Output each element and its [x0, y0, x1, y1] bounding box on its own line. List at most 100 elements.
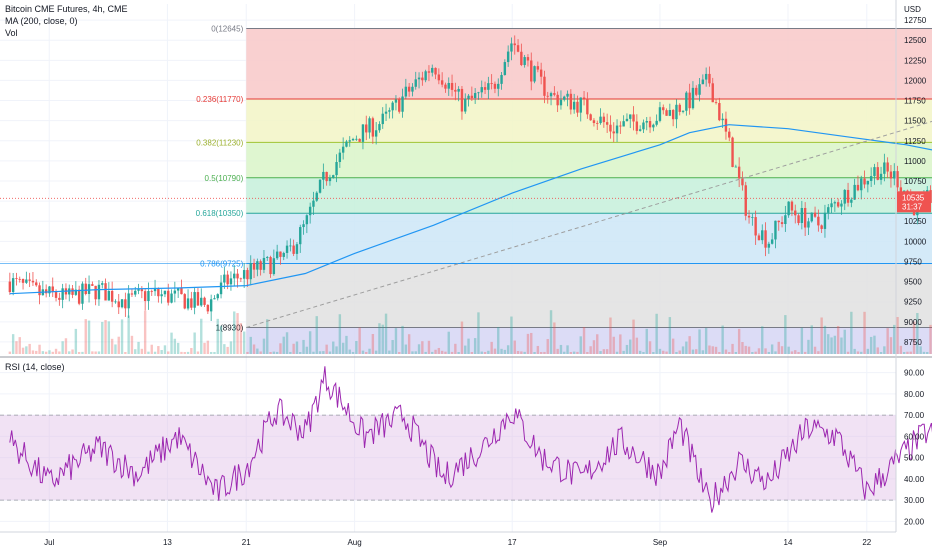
volume-bar: [110, 338, 114, 354]
candle-body: [427, 71, 431, 73]
candle-body: [566, 93, 569, 97]
volume-bar: [421, 341, 424, 354]
candle-body: [398, 99, 401, 112]
candle-body: [718, 103, 721, 121]
volume-bar: [176, 342, 180, 354]
volume-bar: [662, 350, 665, 354]
volume-bar: [889, 337, 893, 354]
volume-bar: [790, 351, 794, 354]
candle-body: [18, 278, 21, 280]
candle-body: [635, 121, 639, 131]
volume-bar: [229, 341, 233, 354]
candle-body: [899, 187, 903, 192]
volume-bar: [731, 343, 734, 354]
candle-body: [282, 252, 285, 257]
candle-body: [173, 290, 177, 294]
candle-body: [414, 79, 417, 87]
candle-body: [856, 184, 860, 191]
volume-bar: [576, 351, 579, 354]
candle-body: [843, 189, 846, 204]
volume-bar: [71, 349, 74, 354]
volume-bar: [417, 344, 421, 354]
price-tick-label: 10000: [904, 237, 927, 246]
volume-bar: [893, 324, 896, 354]
volume-bar: [318, 351, 322, 354]
volume-bar: [457, 351, 460, 354]
ma-legend[interactable]: MA (200, close, 0): [5, 16, 78, 26]
fibonacci-retracement[interactable]: 0(12645) 0.236(11770) 0.382(11230) 0.5(1079…: [0, 25, 932, 354]
fib-level-label: 0.618(10350): [196, 209, 244, 218]
volume-bar: [761, 326, 764, 354]
candle-body: [632, 114, 635, 122]
volume-bar: [427, 340, 431, 354]
candle-body: [176, 288, 180, 291]
volume-bar: [863, 311, 866, 354]
candle-body: [586, 98, 589, 115]
candle-body: [226, 274, 229, 285]
candle-body: [638, 129, 642, 131]
volume-bar: [530, 332, 533, 354]
volume-bar: [424, 351, 427, 354]
volume-bar: [665, 351, 668, 354]
candle-body: [655, 120, 658, 125]
candle-body: [665, 110, 668, 116]
volume-bar: [612, 336, 615, 354]
volume-bar: [411, 351, 414, 354]
candle-body: [741, 178, 744, 186]
volume-bar: [714, 346, 718, 354]
volume-bar: [582, 327, 586, 354]
volume-bar: [216, 318, 219, 354]
trendline-layer[interactable]: [246, 29, 932, 328]
volume-bar: [173, 338, 177, 354]
candle-body: [615, 125, 619, 134]
volume-bar: [668, 317, 672, 354]
candle-body: [378, 124, 381, 131]
candle-body: [21, 279, 25, 283]
candle-body: [629, 114, 632, 119]
fib-level-label: 0.236(11770): [196, 95, 243, 104]
volume-bar: [655, 313, 658, 354]
candle-body: [186, 298, 190, 309]
volume-legend[interactable]: Vol: [5, 28, 18, 38]
volume-bar: [678, 350, 681, 354]
candle-body: [889, 171, 893, 179]
volume-bar: [58, 351, 61, 354]
rsi-line: [9, 366, 932, 513]
candle-body: [348, 140, 351, 142]
volume-bar: [632, 319, 635, 354]
volume-bar: [431, 351, 434, 354]
volume-bar: [464, 345, 467, 354]
candle-body: [658, 107, 662, 121]
rsi-tick-label: 20.00: [904, 517, 925, 526]
candle-body: [774, 220, 777, 240]
volume-bar: [127, 315, 130, 354]
volume-bar: [28, 343, 31, 354]
rsi-legend[interactable]: RSI (14, close): [5, 362, 65, 372]
volume-bar: [97, 351, 101, 354]
volume-bar: [579, 336, 582, 354]
volume-bar: [879, 351, 883, 354]
volume-bar: [728, 351, 731, 354]
volume-bar: [516, 351, 520, 354]
candle-body: [35, 282, 38, 286]
countdown-label: 31:37: [902, 202, 923, 211]
main-series-legend[interactable]: Bitcoin CME Futures, 4h, CME: [5, 4, 128, 14]
candle-body: [424, 71, 427, 81]
candle-body: [249, 263, 252, 280]
candle-body: [371, 118, 375, 137]
volume-bar: [523, 351, 526, 354]
candle-body: [242, 270, 246, 279]
candle-body: [675, 104, 678, 120]
candle-body: [902, 190, 906, 192]
volume-bar: [322, 351, 325, 354]
candle-body: [163, 290, 167, 295]
candle-body: [157, 288, 160, 297]
fib-zone: [246, 98, 932, 143]
candle-body: [190, 298, 193, 308]
volume-bar: [787, 346, 790, 354]
candle-body: [827, 207, 830, 213]
candle-body: [262, 257, 266, 270]
volume-bar: [332, 341, 335, 354]
volume-bar: [747, 346, 751, 354]
